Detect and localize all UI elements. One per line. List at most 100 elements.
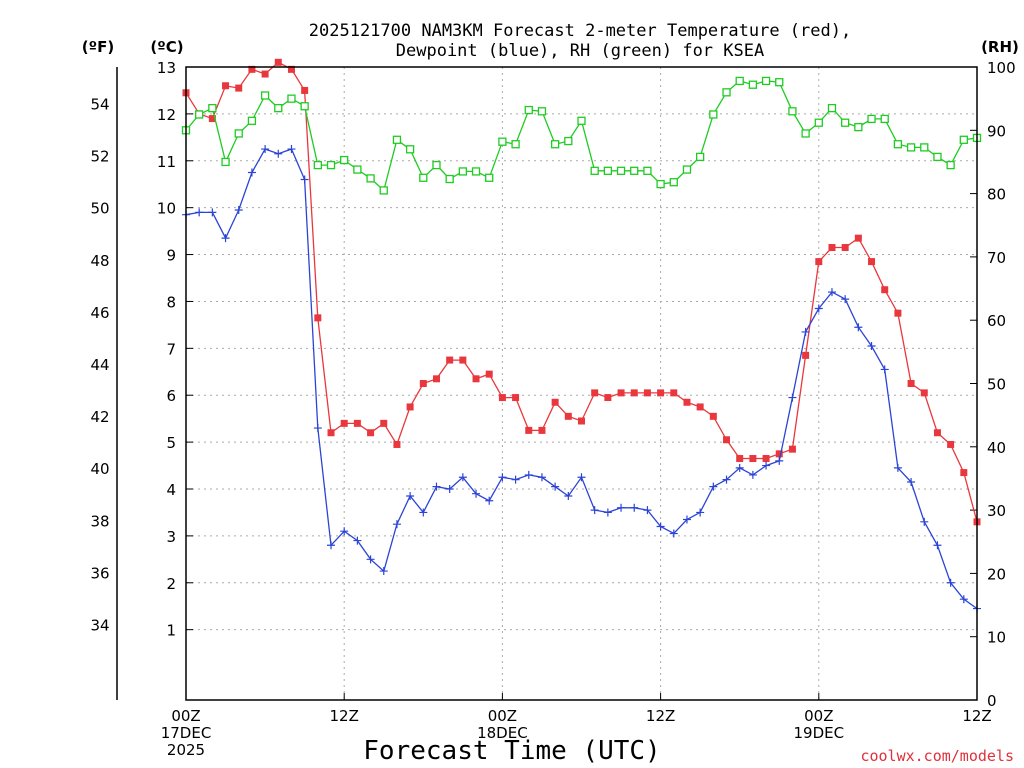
relative-humidity-point bbox=[564, 136, 573, 146]
dewpoint-point bbox=[656, 522, 665, 531]
relative-humidity-point bbox=[735, 76, 744, 86]
2-meter-temperature-point bbox=[933, 429, 941, 437]
relative-humidity-point bbox=[300, 102, 309, 111]
fahrenheit-tick-label: 52 bbox=[90, 148, 109, 166]
dewpoint-point bbox=[564, 492, 573, 501]
dewpoint-point bbox=[419, 508, 428, 517]
dewpoint-point bbox=[748, 470, 757, 479]
fahrenheit-tick-label: 54 bbox=[90, 95, 109, 113]
dewpoint-point bbox=[485, 496, 494, 505]
2-meter-temperature-point bbox=[498, 394, 506, 402]
2-meter-temperature-point bbox=[274, 58, 282, 66]
relative-humidity-point bbox=[445, 174, 454, 184]
2-meter-temperature-point bbox=[235, 84, 243, 92]
dewpoint-point bbox=[392, 520, 401, 529]
2-meter-temperature-point bbox=[868, 258, 876, 266]
2-meter-temperature-point bbox=[525, 426, 533, 434]
fahrenheit-tick-label: 40 bbox=[90, 460, 109, 478]
relative-humidity-point bbox=[748, 80, 758, 89]
dewpoint-point bbox=[801, 327, 810, 336]
relative-humidity-point bbox=[458, 167, 468, 176]
relative-humidity-point bbox=[379, 186, 388, 195]
dewpoint-point bbox=[195, 208, 204, 217]
2-meter-temperature-point bbox=[393, 440, 401, 448]
relative-humidity-point bbox=[867, 114, 876, 124]
dewpoint-point bbox=[814, 304, 823, 313]
relative-humidity-point bbox=[906, 143, 916, 152]
dewpoint-point bbox=[682, 515, 691, 524]
celsius-tick-label: 11 bbox=[157, 153, 176, 171]
relative-humidity-point bbox=[260, 91, 270, 100]
dewpoint-point bbox=[221, 234, 230, 243]
dewpoint-point bbox=[933, 541, 942, 550]
dewpoint-point bbox=[617, 503, 626, 512]
dewpoint-point bbox=[472, 489, 481, 498]
relative-humidity-point bbox=[669, 178, 678, 187]
rh-tick-label: 60 bbox=[987, 312, 1006, 330]
time-tick-label: 00Z bbox=[171, 707, 200, 725]
celsius-tick-label: 4 bbox=[166, 481, 176, 499]
2-meter-temperature-point bbox=[894, 309, 902, 317]
2-meter-temperature-point bbox=[222, 82, 230, 90]
2-meter-temperature-point bbox=[538, 426, 546, 434]
2-meter-temperature-point bbox=[907, 380, 915, 387]
2-meter-temperature-point bbox=[881, 286, 889, 294]
2-meter-temperature-point bbox=[432, 375, 440, 383]
relative-humidity-point bbox=[471, 167, 481, 176]
rh-tick-label: 90 bbox=[987, 122, 1006, 140]
dewpoint-point bbox=[893, 463, 902, 472]
2-meter-temperature-point bbox=[380, 419, 388, 427]
dewpoint-point bbox=[524, 470, 533, 479]
2-meter-temperature-point bbox=[485, 370, 493, 378]
dewpoint-point bbox=[445, 485, 454, 493]
relative-humidity-point bbox=[511, 140, 520, 149]
fahrenheit-unit-label: (ºF) bbox=[82, 38, 114, 56]
2-meter-temperature-point bbox=[512, 394, 520, 402]
2-meter-temperature-point bbox=[208, 115, 216, 123]
2-meter-temperature-point bbox=[775, 450, 783, 458]
rh-tick-label: 70 bbox=[987, 249, 1006, 267]
relative-humidity-point bbox=[577, 116, 586, 125]
2-meter-temperature-point bbox=[459, 356, 467, 364]
time-tick-label: 2025 bbox=[167, 741, 205, 759]
relative-humidity-point bbox=[788, 107, 797, 116]
relative-humidity-point bbox=[841, 118, 850, 127]
relative-humidity-point bbox=[814, 118, 823, 127]
2-meter-temperature-point bbox=[472, 375, 480, 383]
2-meter-temperature-point bbox=[709, 412, 717, 420]
relative-humidity-point bbox=[432, 160, 441, 170]
2-meter-temperature-point bbox=[406, 403, 414, 411]
relative-humidity-point bbox=[221, 157, 230, 167]
relative-humidity-point bbox=[287, 94, 296, 103]
relative-humidity-point bbox=[920, 143, 929, 152]
relative-humidity-point bbox=[880, 114, 889, 124]
rh-tick-label: 100 bbox=[987, 59, 1016, 77]
2-meter-temperature-point bbox=[947, 440, 955, 448]
2-meter-temperature-point bbox=[248, 65, 256, 73]
relative-humidity-point bbox=[722, 88, 731, 97]
dewpoint-point bbox=[827, 288, 836, 297]
2-meter-temperature-point bbox=[802, 351, 810, 359]
2-meter-temperature-point bbox=[446, 356, 454, 364]
rh-tick-label: 80 bbox=[987, 186, 1006, 204]
dewpoint-point bbox=[959, 595, 968, 604]
time-tick-label: 00Z bbox=[804, 707, 833, 725]
dewpoint-point bbox=[340, 527, 349, 536]
fahrenheit-tick-label: 34 bbox=[90, 616, 109, 634]
dewpoint-point bbox=[722, 475, 731, 484]
relative-humidity-point bbox=[616, 166, 626, 175]
dewpoint-point bbox=[432, 482, 441, 491]
rh-tick-label: 20 bbox=[987, 565, 1006, 583]
dewpoint-point bbox=[300, 175, 309, 184]
dewpoint-point bbox=[775, 456, 784, 465]
fahrenheit-tick-label: 50 bbox=[90, 200, 109, 218]
time-tick-label: 18DEC bbox=[477, 724, 528, 742]
dewpoint-point bbox=[577, 473, 586, 482]
series bbox=[181, 58, 982, 613]
relative-humidity-point bbox=[696, 152, 705, 162]
rh-tick-label: 0 bbox=[987, 692, 997, 710]
time-tick-label: 00Z bbox=[488, 707, 517, 725]
2-meter-temperature-point bbox=[670, 389, 678, 397]
